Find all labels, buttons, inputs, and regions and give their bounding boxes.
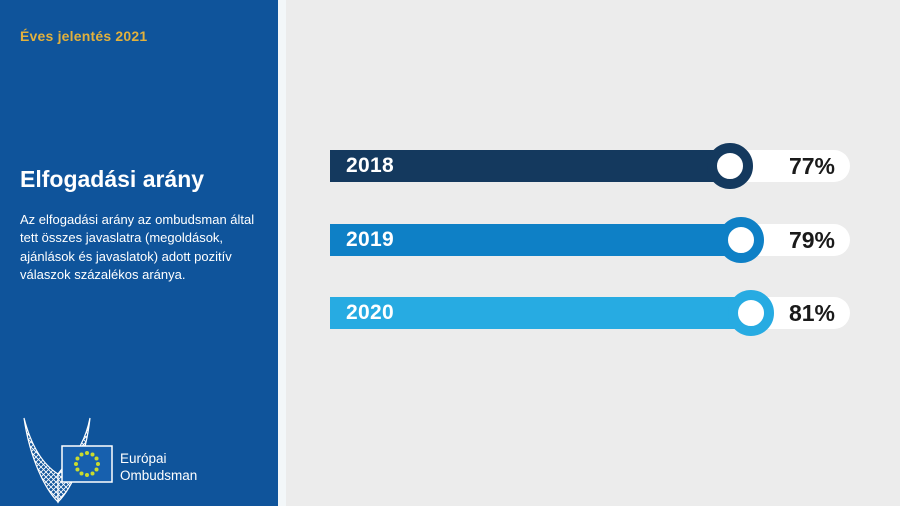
bar-end-marker-icon bbox=[728, 290, 775, 336]
report-title: Éves jelentés 2021 bbox=[20, 28, 148, 44]
bar-row: 2018 77% bbox=[330, 143, 850, 189]
percent-label: 79% bbox=[788, 226, 835, 253]
percent-label: 81% bbox=[788, 299, 835, 326]
bar-row: 2020 81% bbox=[330, 290, 850, 336]
page-title: Elfogadási arány bbox=[20, 166, 205, 192]
org-name-line2: Ombudsman bbox=[120, 468, 198, 483]
sidebar-divider bbox=[278, 0, 286, 506]
bar-fill: 2018 bbox=[330, 150, 731, 182]
year-label: 2020 bbox=[346, 301, 394, 324]
european-ombudsman-logo-icon bbox=[23, 417, 113, 504]
year-label: 2019 bbox=[346, 228, 394, 251]
bar-track: 2020 81% bbox=[330, 290, 850, 336]
bar-end-marker-icon bbox=[707, 143, 754, 189]
org-name: Európai Ombudsman bbox=[120, 450, 197, 484]
sidebar: Éves jelentés 2021 Elfogadási arány Az e… bbox=[0, 0, 278, 506]
acceptance-rate-chart: 2018 77% 2019 79% 2020 81% bbox=[330, 0, 850, 506]
percent-label: 77% bbox=[788, 152, 835, 179]
bar-fill: 2019 bbox=[330, 224, 741, 256]
chart-description: Az elfogadási arány az ombudsman által t… bbox=[20, 212, 255, 283]
bar-row: 2019 79% bbox=[330, 217, 850, 263]
bar-end-marker-icon bbox=[717, 217, 764, 263]
bar-track: 2018 77% bbox=[330, 143, 850, 189]
org-name-line1: Európai bbox=[120, 451, 167, 466]
eu-flag-icon bbox=[61, 445, 113, 483]
year-label: 2018 bbox=[346, 154, 394, 177]
bar-fill: 2020 bbox=[330, 297, 752, 329]
bar-track: 2019 79% bbox=[330, 217, 850, 263]
